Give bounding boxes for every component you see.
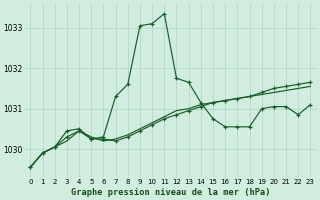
X-axis label: Graphe pression niveau de la mer (hPa): Graphe pression niveau de la mer (hPa): [71, 188, 270, 197]
